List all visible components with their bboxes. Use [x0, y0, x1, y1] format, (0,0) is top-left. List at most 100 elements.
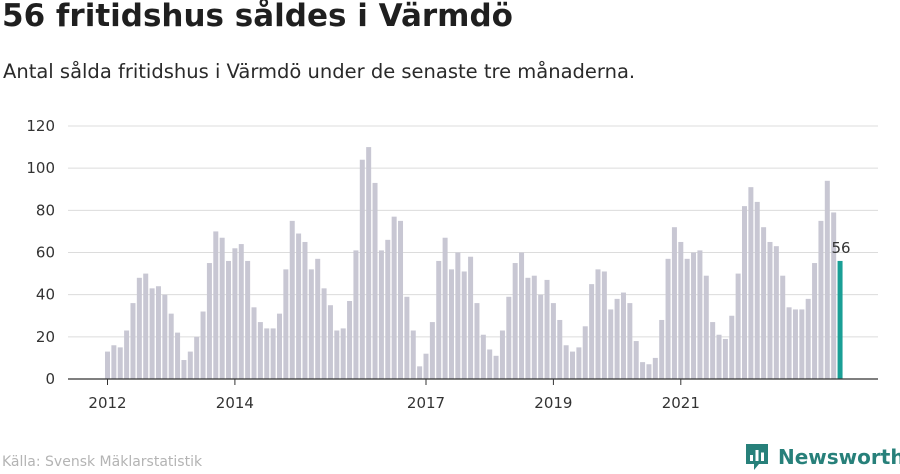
bar: [570, 351, 576, 379]
bar: [149, 288, 155, 379]
newsworthy-icon: [746, 444, 768, 470]
y-tick-label: 20: [36, 328, 55, 346]
bar: [175, 332, 181, 379]
bar: [162, 294, 168, 379]
bar: [614, 298, 620, 379]
y-tick-label: 40: [36, 286, 55, 304]
brand-name: Newsworthy: [778, 445, 900, 469]
bar-highlight: [837, 260, 843, 379]
bar: [780, 275, 786, 379]
bar: [327, 305, 333, 379]
bar: [347, 300, 353, 379]
bar: [557, 319, 563, 379]
bar: [659, 319, 665, 379]
newsworthy-logo[interactable]: Newsworthy: [744, 441, 900, 473]
x-tick-label: 2017: [407, 394, 445, 412]
bar: [398, 220, 404, 379]
bar: [550, 303, 556, 379]
bar: [130, 303, 136, 379]
bar: [168, 313, 174, 379]
bar: [391, 216, 397, 379]
bar: [334, 330, 340, 379]
bar: [722, 338, 728, 379]
bar: [748, 187, 754, 379]
bar: [289, 220, 295, 379]
bar: [359, 159, 365, 379]
bar: [684, 258, 690, 379]
bar: [321, 288, 327, 379]
bar: [429, 322, 435, 379]
bar: [506, 296, 512, 379]
bar: [468, 256, 474, 379]
y-tick-label: 0: [45, 370, 55, 388]
bar: [302, 241, 308, 379]
bar: [181, 360, 187, 379]
bar: [767, 241, 773, 379]
bar: [410, 330, 416, 379]
bar: [786, 307, 792, 379]
bar: [219, 237, 225, 379]
bar: [538, 294, 544, 379]
bar: [805, 298, 811, 379]
bar: [735, 273, 741, 379]
bar: [385, 239, 391, 379]
bar: [423, 353, 429, 379]
bar: [257, 322, 263, 379]
bar: [296, 233, 302, 379]
bar: [519, 252, 525, 379]
bar: [442, 237, 448, 379]
bar: [831, 212, 837, 379]
bar: [404, 296, 410, 379]
bar: [417, 366, 423, 379]
bar: [378, 250, 384, 379]
x-tick-label: 2019: [534, 394, 572, 412]
bar: [493, 355, 499, 379]
bar: [824, 180, 830, 379]
bar: [366, 147, 372, 379]
bar: [812, 263, 818, 379]
bar: [576, 347, 582, 379]
bar: [703, 275, 709, 379]
bar: [461, 271, 467, 379]
bar: [487, 349, 493, 379]
y-tick-label: 60: [36, 244, 55, 262]
bar: [742, 206, 747, 379]
bar: [315, 258, 321, 379]
bar: [276, 313, 282, 379]
bar: [627, 303, 633, 379]
bar: [105, 351, 110, 379]
bar: [608, 309, 614, 379]
bar: [474, 303, 480, 379]
bar: [640, 362, 646, 379]
bar: [251, 307, 257, 379]
highlight-label: 56: [832, 239, 851, 257]
bar: [213, 231, 219, 379]
bar: [117, 347, 123, 379]
bar: [799, 309, 805, 379]
bar: [480, 334, 486, 379]
bar: [665, 258, 671, 379]
bar: [283, 269, 289, 379]
bar: [155, 286, 161, 379]
bar: [531, 275, 537, 379]
bar: [200, 311, 206, 379]
bar: [792, 309, 798, 379]
bar: [652, 357, 658, 379]
bar: [111, 345, 117, 379]
bar: [136, 277, 142, 379]
bar: [194, 336, 200, 379]
y-tick-label: 120: [26, 117, 55, 135]
bar: [697, 250, 703, 379]
bar: [187, 351, 193, 379]
bar: [671, 227, 677, 379]
bar: [633, 341, 639, 379]
bar: [245, 260, 251, 379]
bar: [754, 201, 760, 379]
bar: [143, 273, 149, 379]
chart-title: 56 fritidshus såldes i Värmdö: [2, 0, 513, 34]
bar: [716, 334, 722, 379]
x-tick-label: 2014: [216, 394, 254, 412]
bar: [353, 250, 359, 379]
bar: [773, 246, 779, 379]
